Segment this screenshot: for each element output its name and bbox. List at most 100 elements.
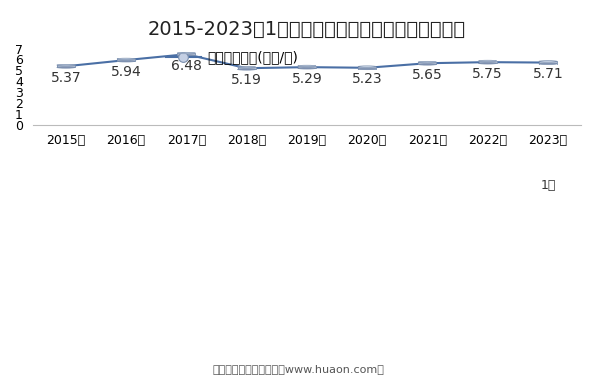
Bar [298,66,299,68]
Bar [127,59,128,61]
Bar [304,66,305,68]
Ellipse shape [117,58,135,60]
Text: 5.23: 5.23 [352,72,383,86]
Bar [253,67,254,70]
Text: 制图：华经产业研究院（www.huaon.com）: 制图：华经产业研究院（www.huaon.com） [212,364,384,374]
Bar [426,62,427,64]
Bar [310,66,311,68]
Bar [186,53,187,55]
Bar [313,66,315,68]
Bar [418,62,420,64]
Bar [361,67,362,69]
Bar [182,53,184,55]
Bar [125,59,126,61]
Bar [546,61,547,64]
Bar [371,67,372,69]
Bar [68,65,69,67]
Bar [312,66,313,68]
Bar [117,59,118,61]
Ellipse shape [418,64,436,65]
Bar [249,67,250,70]
Bar [251,67,252,70]
Ellipse shape [57,64,75,66]
Bar [120,59,122,61]
Bar [131,59,132,61]
Bar [489,61,491,63]
Bar [370,67,371,69]
Bar [487,61,488,63]
Bar [63,65,64,67]
Bar [550,61,551,64]
Bar [311,66,312,68]
Bar [367,67,368,69]
Bar [369,67,370,69]
Bar [240,67,241,70]
Bar [542,61,544,64]
Bar [180,53,181,55]
Bar [179,53,180,55]
Bar [69,65,70,67]
Bar [479,61,480,63]
Bar [185,53,186,55]
Bar [493,61,494,63]
Bar [554,61,555,64]
Bar [191,53,192,55]
Bar [122,59,123,61]
Ellipse shape [418,61,436,63]
Bar [483,61,485,63]
Bar [303,66,304,68]
Bar [544,61,545,64]
Bar [181,53,182,55]
Bar [302,66,303,68]
Bar [123,59,125,61]
Bar [250,67,251,70]
Bar [308,66,309,68]
Bar [247,67,249,70]
Ellipse shape [358,68,376,70]
Bar [424,62,426,64]
Bar [364,67,365,69]
Ellipse shape [117,61,135,62]
Bar [359,67,361,69]
Bar [70,65,72,67]
Bar [72,65,73,67]
Bar [187,53,188,55]
Bar [119,59,120,61]
Ellipse shape [298,68,316,69]
Bar [362,67,363,69]
Bar [244,67,245,70]
Bar [551,61,552,64]
Bar [429,62,430,64]
Bar [545,61,546,64]
Title: 2015-2023年1月郑州商品交易所白糖期货成交均价: 2015-2023年1月郑州商品交易所白糖期货成交均价 [148,20,466,39]
Bar [129,59,131,61]
Bar [434,62,435,64]
Bar [178,53,179,55]
Bar [188,53,190,55]
Bar [239,67,240,70]
Bar [547,61,548,64]
Bar [368,67,369,69]
Bar [118,59,119,61]
Bar [243,67,244,70]
Bar [315,66,316,68]
Bar [246,67,247,70]
Legend: 期货成交均价(万元/手): 期货成交均价(万元/手) [160,45,304,70]
Bar [432,62,433,64]
Bar [540,61,541,64]
Bar [128,59,129,61]
Bar [480,61,481,63]
Bar [241,67,243,70]
Bar [306,66,308,68]
Bar [299,66,300,68]
Bar [485,61,486,63]
Ellipse shape [178,52,195,54]
Bar [481,61,482,63]
Ellipse shape [298,65,316,67]
Bar [358,67,359,69]
Bar [133,59,134,61]
Bar [74,65,75,67]
Bar [375,67,376,69]
Bar [428,62,429,64]
Text: 1月: 1月 [540,179,555,192]
